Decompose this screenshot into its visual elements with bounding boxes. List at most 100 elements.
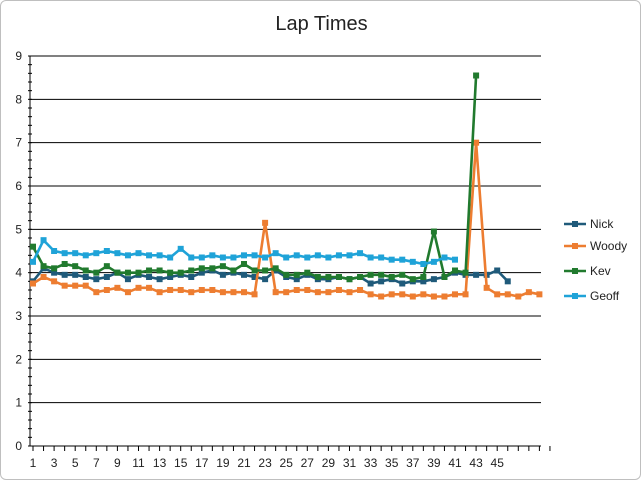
data-point-nick bbox=[72, 271, 79, 278]
data-point-kev bbox=[346, 276, 353, 283]
data-point-kev bbox=[177, 269, 184, 276]
data-point-kev bbox=[198, 265, 205, 272]
legend-label-kev: Kev bbox=[590, 264, 611, 278]
data-point-geoff bbox=[251, 252, 258, 259]
y-tick-label: 5 bbox=[15, 222, 22, 236]
data-point-nick bbox=[241, 271, 247, 278]
data-point-kev bbox=[293, 271, 300, 278]
data-point-geoff bbox=[441, 254, 448, 261]
data-point-geoff bbox=[335, 252, 342, 259]
data-point-woody bbox=[251, 291, 258, 298]
data-point-geoff bbox=[103, 248, 110, 254]
data-point-kev bbox=[325, 274, 332, 280]
data-point-kev bbox=[420, 274, 427, 280]
data-point-woody bbox=[504, 291, 511, 298]
x-tick-label: 21 bbox=[237, 456, 251, 470]
data-point-woody bbox=[378, 293, 385, 300]
data-point-kev bbox=[146, 267, 153, 274]
data-point-nick bbox=[93, 276, 100, 283]
data-point-geoff bbox=[241, 252, 247, 259]
data-point-kev bbox=[219, 263, 226, 270]
data-point-kev bbox=[304, 269, 311, 276]
data-point-geoff bbox=[72, 250, 79, 257]
data-point-kev bbox=[51, 265, 58, 272]
data-point-woody bbox=[230, 289, 237, 296]
data-point-woody bbox=[494, 291, 501, 298]
x-tick-label: 25 bbox=[280, 456, 294, 470]
x-tick-label: 7 bbox=[93, 456, 100, 470]
data-point-kev bbox=[283, 271, 290, 278]
legend-marker-geoff bbox=[572, 293, 578, 299]
x-tick-label: 39 bbox=[427, 456, 441, 470]
data-point-woody bbox=[209, 287, 216, 293]
x-tick-label: 29 bbox=[322, 456, 336, 470]
data-point-kev bbox=[272, 265, 279, 272]
y-tick-label: 4 bbox=[15, 266, 22, 280]
data-point-kev bbox=[388, 274, 395, 280]
data-point-geoff bbox=[188, 254, 195, 261]
legend-marker-woody bbox=[572, 243, 578, 249]
data-point-geoff bbox=[209, 252, 216, 259]
data-point-woody bbox=[473, 139, 480, 146]
x-tick-label: 3 bbox=[51, 456, 58, 470]
data-point-geoff bbox=[167, 254, 174, 261]
data-point-geoff bbox=[156, 252, 163, 259]
data-point-kev bbox=[441, 274, 448, 280]
data-point-nick bbox=[51, 269, 58, 276]
x-tick-label: 33 bbox=[364, 456, 378, 470]
data-point-geoff bbox=[430, 258, 437, 265]
data-point-woody bbox=[367, 291, 374, 298]
data-point-nick bbox=[198, 269, 205, 276]
data-point-kev bbox=[103, 263, 110, 270]
data-point-nick bbox=[430, 276, 437, 283]
data-point-nick bbox=[103, 274, 110, 280]
x-tick-label: 15 bbox=[174, 456, 188, 470]
data-point-geoff bbox=[367, 254, 374, 261]
data-point-geoff bbox=[124, 252, 131, 259]
data-point-woody bbox=[40, 274, 47, 280]
data-point-geoff bbox=[388, 256, 395, 263]
y-tick-label: 9 bbox=[15, 49, 22, 63]
data-point-woody bbox=[452, 291, 458, 298]
x-tick-label: 17 bbox=[195, 456, 209, 470]
data-point-nick bbox=[124, 276, 131, 283]
data-point-nick bbox=[420, 278, 427, 285]
data-point-kev bbox=[430, 228, 437, 235]
data-point-nick bbox=[156, 276, 163, 283]
data-point-nick bbox=[251, 274, 258, 280]
y-tick-label: 2 bbox=[15, 352, 22, 366]
data-point-woody bbox=[198, 287, 205, 293]
y-tick-label: 7 bbox=[15, 136, 22, 150]
data-point-nick bbox=[188, 274, 195, 280]
data-point-kev bbox=[314, 274, 321, 280]
data-point-kev bbox=[262, 267, 269, 274]
data-point-geoff bbox=[146, 252, 153, 259]
data-point-nick bbox=[378, 278, 385, 285]
data-point-kev bbox=[167, 269, 174, 276]
data-point-geoff bbox=[135, 250, 142, 257]
data-point-geoff bbox=[304, 254, 311, 261]
data-point-woody bbox=[335, 287, 342, 293]
data-point-geoff bbox=[325, 254, 332, 261]
data-point-nick bbox=[473, 271, 480, 278]
x-tick-label: 45 bbox=[491, 456, 505, 470]
data-point-kev bbox=[357, 274, 364, 280]
data-point-kev bbox=[209, 265, 216, 272]
data-point-woody bbox=[483, 284, 490, 291]
data-point-kev bbox=[40, 263, 47, 270]
data-point-kev bbox=[378, 271, 385, 278]
data-point-woody bbox=[314, 289, 321, 296]
x-tick-label: 27 bbox=[301, 456, 315, 470]
data-point-woody bbox=[462, 291, 469, 298]
data-point-woody bbox=[515, 293, 522, 300]
data-point-geoff bbox=[346, 252, 353, 259]
data-point-nick bbox=[61, 271, 68, 278]
data-point-woody bbox=[177, 287, 184, 293]
data-point-woody bbox=[304, 287, 311, 293]
data-point-geoff bbox=[378, 254, 385, 261]
data-point-kev bbox=[230, 267, 237, 274]
x-tick-label: 5 bbox=[72, 456, 79, 470]
x-tick-label: 37 bbox=[406, 456, 420, 470]
y-tick-label: 8 bbox=[15, 92, 22, 106]
data-point-woody bbox=[93, 289, 100, 296]
